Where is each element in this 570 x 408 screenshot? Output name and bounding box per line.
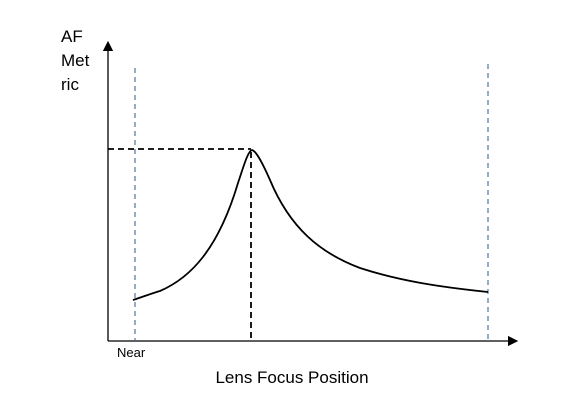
near-label: Near <box>117 345 146 360</box>
y-axis-label-line-1: AF <box>61 27 83 46</box>
af-metric-curve <box>132 149 489 301</box>
x-axis-label: Lens Focus Position <box>215 368 368 387</box>
y-axis-label-line-2: Met <box>61 51 90 70</box>
y-axis-label-line-3: ric <box>61 75 79 94</box>
